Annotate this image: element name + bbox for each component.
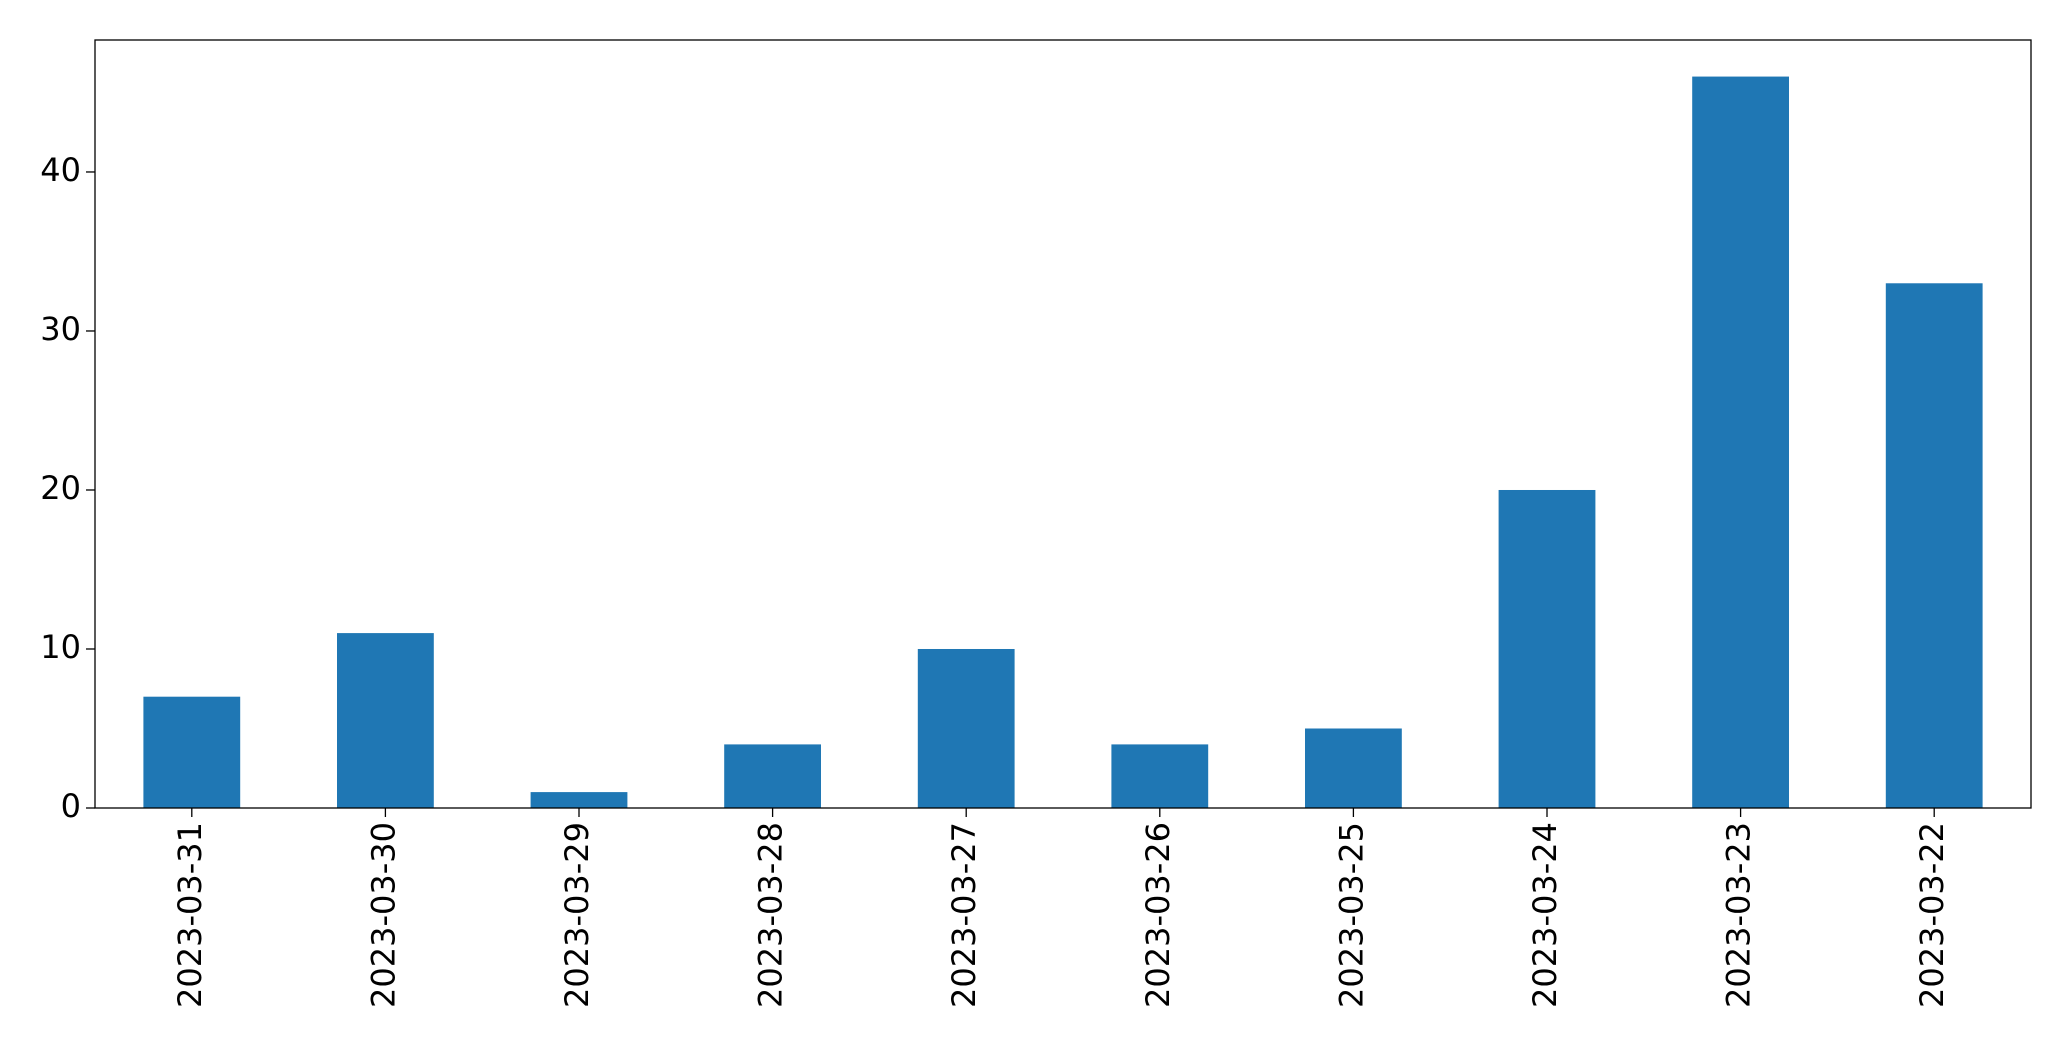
x-tick-label: 2023-03-26	[1139, 822, 1177, 1008]
bar	[724, 744, 821, 808]
x-tick-label: 2023-03-22	[1913, 822, 1951, 1008]
bar	[1885, 283, 1983, 808]
bar	[143, 696, 241, 808]
y-tick-label: 0	[61, 787, 81, 825]
x-tick-label: 2023-03-31	[171, 822, 209, 1008]
bar	[530, 792, 628, 808]
x-tick-label: 2023-03-28	[752, 822, 790, 1008]
bar	[1111, 744, 1209, 808]
y-tick-label: 20	[40, 469, 81, 507]
y-tick-label: 40	[40, 151, 81, 189]
y-tick-label: 30	[40, 310, 81, 348]
x-tick-label: 2023-03-24	[1526, 822, 1564, 1008]
x-tick-label: 2023-03-27	[945, 822, 983, 1008]
bar	[1692, 76, 1789, 809]
x-tick-label: 2023-03-25	[1332, 822, 1370, 1008]
bar	[337, 633, 434, 808]
x-tick-label: 2023-03-23	[1720, 822, 1758, 1008]
bar	[917, 648, 1015, 808]
y-tick-label: 10	[40, 628, 81, 666]
bar	[1498, 489, 1596, 808]
plot-frame	[94, 39, 2032, 809]
x-tick-label: 2023-03-30	[364, 822, 402, 1008]
x-tick-label: 2023-03-29	[558, 822, 596, 1008]
bar	[1305, 728, 1402, 808]
